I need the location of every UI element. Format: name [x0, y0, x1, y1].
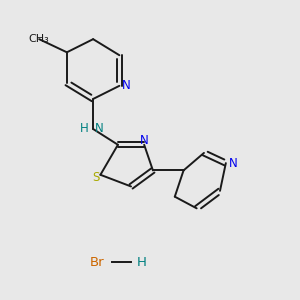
Text: H: H: [136, 256, 146, 269]
Text: Br: Br: [90, 256, 105, 269]
Text: H: H: [80, 122, 89, 136]
Text: N: N: [229, 157, 238, 169]
Text: N: N: [94, 122, 103, 136]
Text: N: N: [140, 134, 148, 148]
Text: CH₃: CH₃: [29, 34, 50, 44]
Text: N: N: [122, 79, 131, 92]
Text: S: S: [92, 171, 100, 184]
